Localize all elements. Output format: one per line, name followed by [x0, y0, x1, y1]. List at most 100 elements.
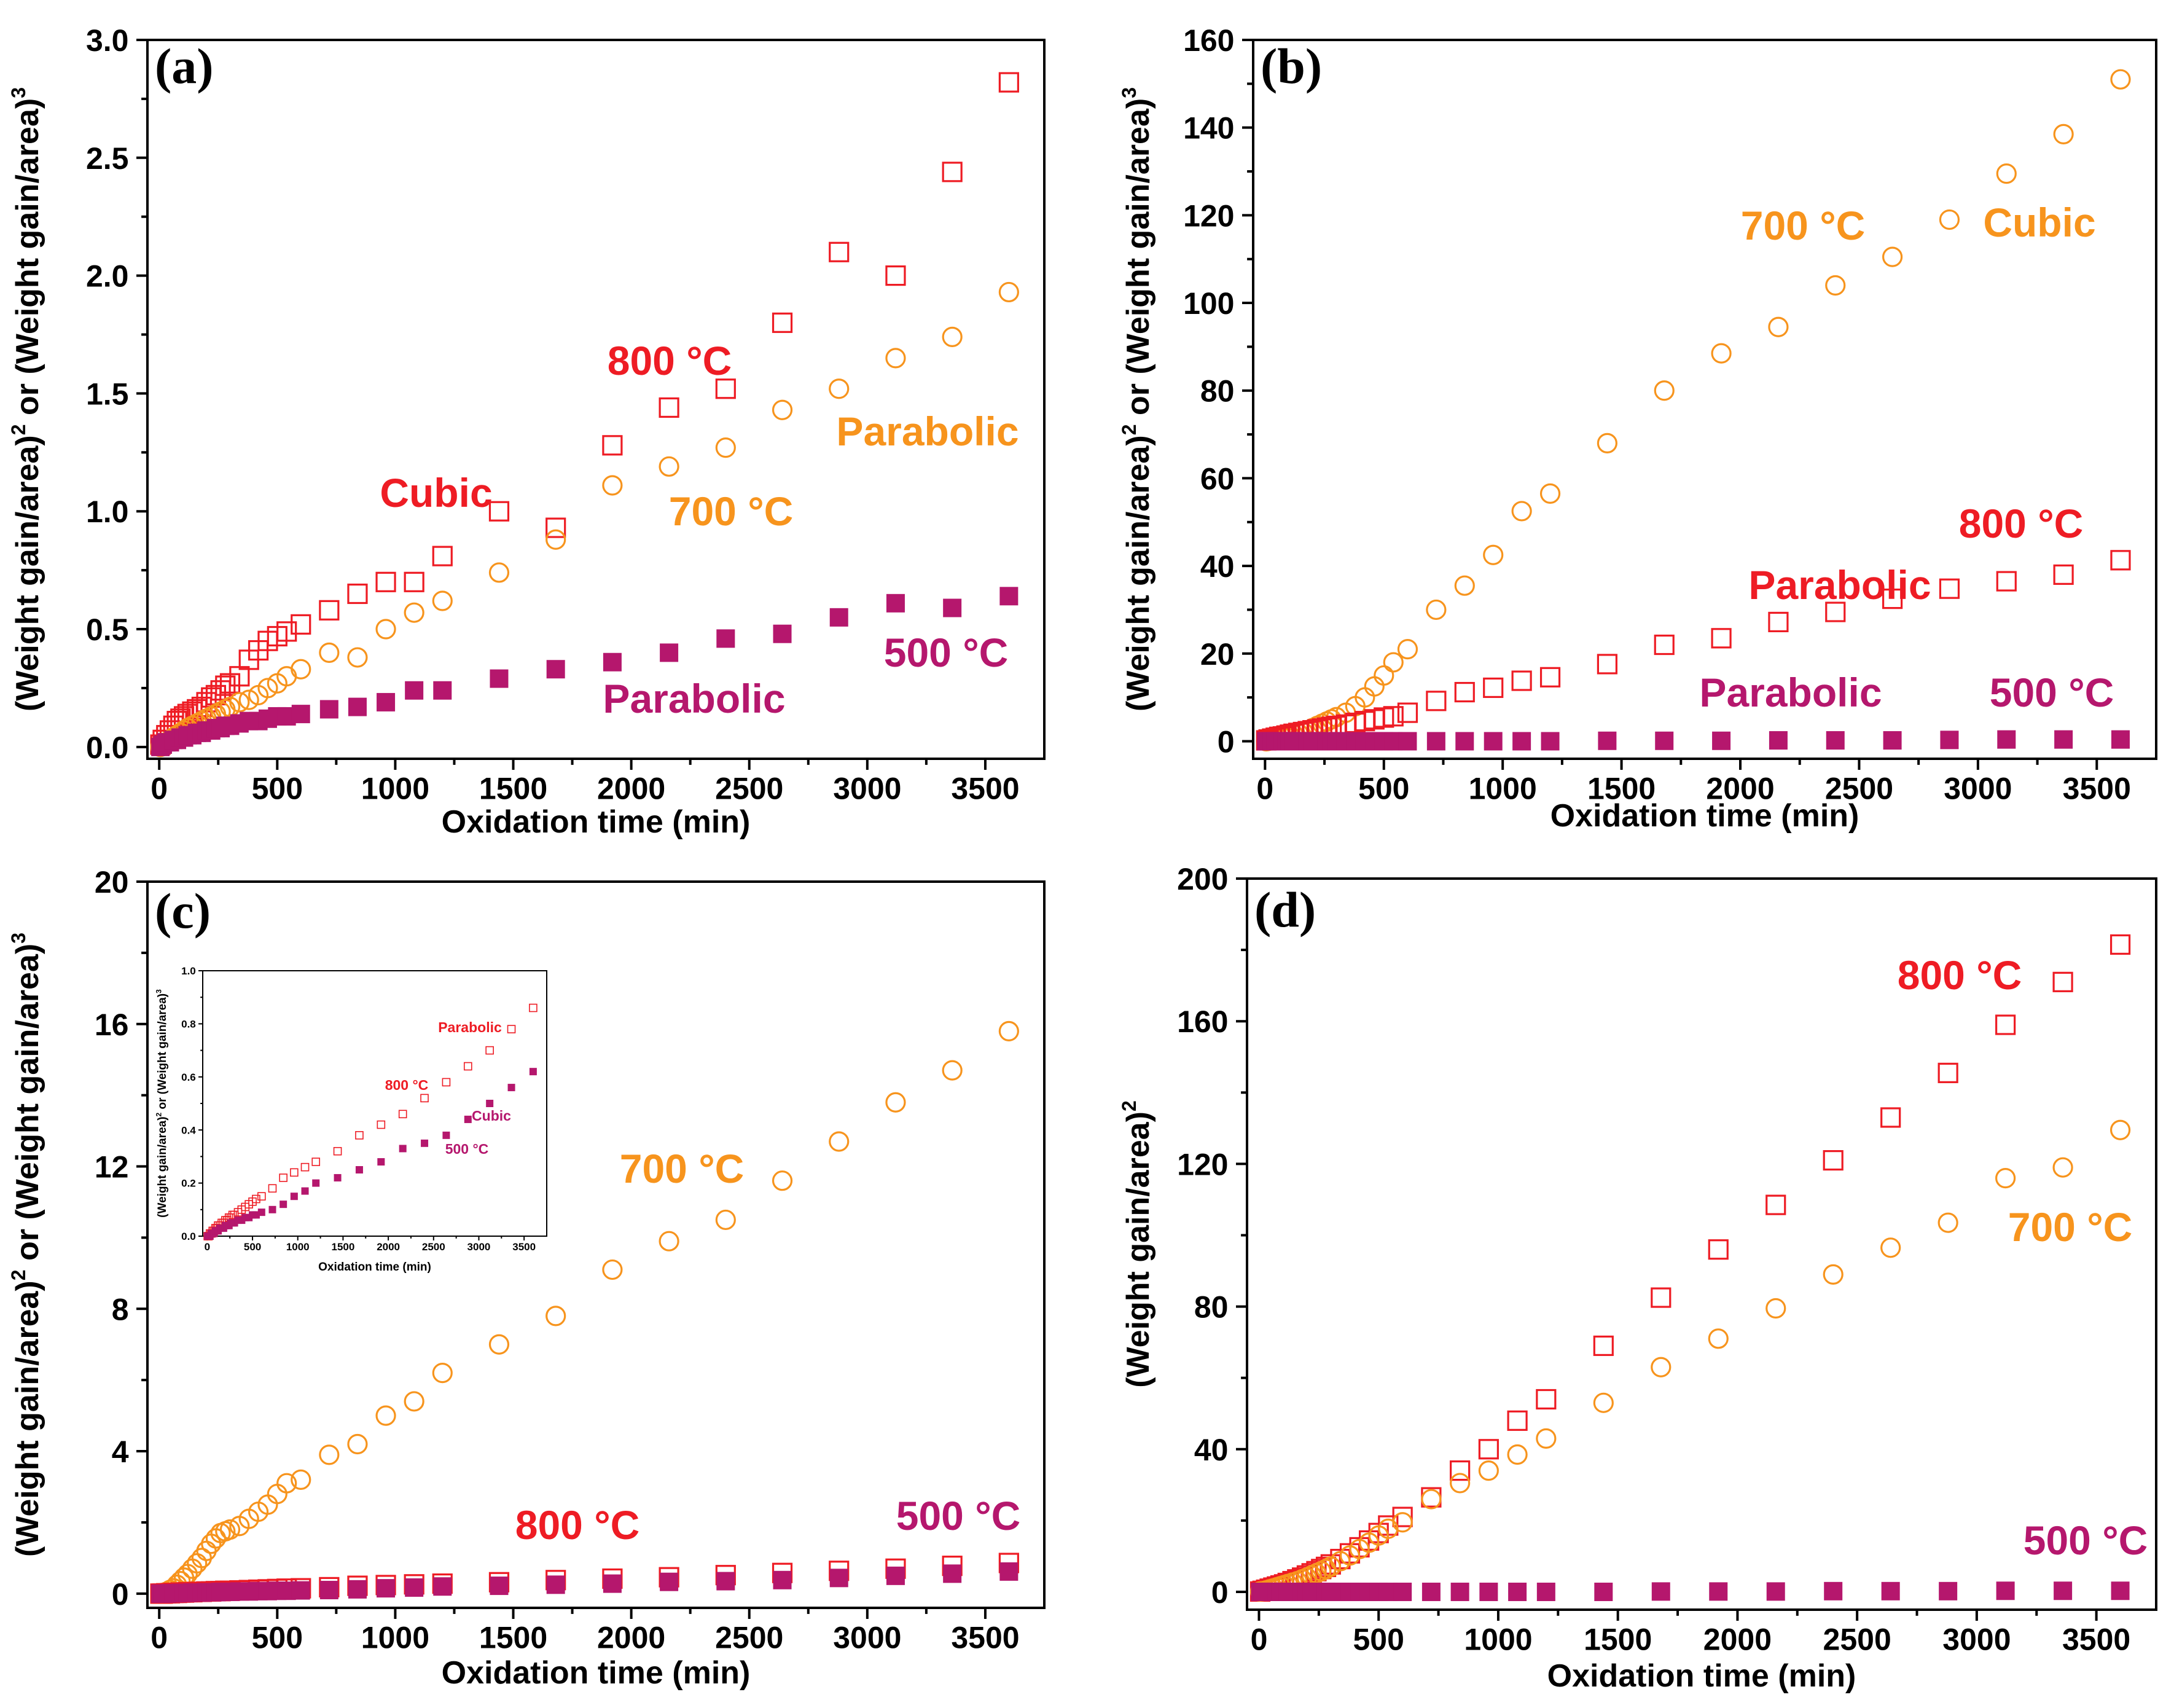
y-tick-label: 80 — [1194, 1290, 1229, 1325]
data-point — [2053, 564, 2074, 585]
data-point — [399, 1145, 407, 1153]
plot-frame — [1246, 877, 2157, 1611]
series-700-c — [150, 1020, 1019, 1604]
data-point — [291, 1581, 310, 1600]
y-tick-label: 1.5 — [86, 377, 129, 411]
data-point — [464, 1115, 472, 1123]
data-point — [1383, 652, 1404, 673]
data-point — [377, 692, 396, 711]
annotation-label: 800 °C — [608, 338, 732, 383]
data-point — [659, 397, 679, 418]
data-point — [545, 529, 566, 550]
data-point — [229, 692, 250, 713]
x-tick-label: 500 — [244, 1241, 261, 1253]
data-point — [1598, 731, 1617, 750]
data-point — [398, 1110, 407, 1119]
data-point — [602, 1259, 623, 1280]
data-point — [1651, 1287, 1672, 1308]
data-point — [1536, 1582, 1555, 1601]
y-axis-label-exponent: 3 — [7, 87, 29, 98]
data-point — [1593, 1392, 1614, 1413]
panel-label: (c) — [155, 883, 211, 939]
panel-label: (d) — [1254, 882, 1316, 938]
data-point — [420, 1094, 429, 1103]
data-point — [1823, 1150, 1844, 1171]
x-tick-label: 2000 — [1703, 1623, 1772, 1657]
y-axis-label-text: or (Weight gain/area) — [10, 98, 45, 425]
data-point — [773, 624, 792, 643]
annotation-label: 500 °C — [445, 1141, 489, 1157]
data-point — [715, 437, 736, 458]
data-point — [1996, 163, 2017, 184]
data-point — [1483, 677, 1504, 699]
data-point — [943, 1564, 962, 1583]
annotation-label: Cubic — [472, 1108, 511, 1124]
data-point — [772, 399, 793, 420]
data-point — [1769, 731, 1788, 750]
x-tick-label: 2000 — [1706, 772, 1774, 806]
x-tick-label: 2500 — [1823, 1623, 1891, 1657]
data-point — [347, 1433, 368, 1455]
y-axis-label-exponent: 2 — [1118, 424, 1140, 435]
x-tick-label: 1000 — [286, 1241, 310, 1253]
data-point — [432, 1362, 453, 1384]
data-point — [377, 1120, 386, 1129]
annotation-label: 700 °C — [669, 488, 794, 534]
x-axis-label: Oxidation time (min) — [1547, 1658, 1856, 1694]
data-point — [507, 1025, 516, 1033]
x-tick-label: 1500 — [1584, 1623, 1652, 1657]
data-point — [1597, 433, 1617, 453]
data-point — [886, 593, 905, 613]
y-axis-label-exponent: 2 — [7, 1269, 29, 1280]
y-tick-label: 16 — [95, 1008, 129, 1042]
data-point — [1450, 1582, 1469, 1601]
data-point — [1768, 316, 1789, 337]
data-point — [1765, 1194, 1786, 1215]
x-tick-label: 2500 — [715, 1621, 783, 1655]
data-point — [276, 621, 297, 642]
data-point — [319, 642, 340, 663]
data-point — [2110, 550, 2131, 571]
data-point — [312, 1179, 320, 1187]
data-point — [1507, 1410, 1528, 1431]
data-point — [602, 435, 623, 456]
data-point — [1593, 1335, 1614, 1357]
data-point — [943, 598, 962, 617]
chart-panel-b: 0 500 1000 1500 2000 2500 3000 3500 0 20 40 60 80 100… — [1118, 23, 2157, 834]
data-point — [1479, 1582, 1498, 1601]
data-point — [1392, 1512, 1413, 1533]
data-point — [319, 600, 340, 621]
panel-label: (a) — [155, 38, 214, 94]
data-point — [1825, 601, 1846, 622]
y-axis-label-exponent: 2 — [1118, 1100, 1140, 1111]
data-point — [219, 697, 241, 718]
data-point — [829, 378, 850, 399]
data-point — [1768, 611, 1789, 633]
data-point — [1454, 681, 1475, 703]
y-tick-label: 0.6 — [181, 1071, 196, 1083]
x-axis-label: Oxidation time (min) — [442, 804, 751, 840]
data-point — [257, 678, 278, 699]
plot-frame — [146, 880, 1046, 1609]
x-tick-label: 3500 — [951, 772, 1019, 806]
data-point — [529, 1068, 537, 1076]
y-tick-label: 160 — [1177, 1005, 1228, 1039]
data-point — [1455, 732, 1474, 751]
data-point — [405, 681, 424, 700]
x-axis-label: Oxidation time (min) — [318, 1261, 431, 1274]
data-point — [276, 1473, 297, 1494]
data-point — [829, 1569, 848, 1588]
data-point — [998, 281, 1019, 303]
data-point — [433, 1577, 452, 1596]
data-point — [885, 1092, 906, 1113]
data-point — [432, 546, 453, 566]
data-point — [238, 689, 259, 710]
x-tick-label: 3500 — [512, 1241, 536, 1253]
data-point — [1882, 246, 1903, 267]
data-point — [377, 1579, 396, 1598]
data-point — [660, 643, 679, 662]
data-point — [291, 1469, 311, 1491]
data-point — [1939, 209, 1960, 230]
x-tick-label: 500 — [252, 1621, 303, 1655]
